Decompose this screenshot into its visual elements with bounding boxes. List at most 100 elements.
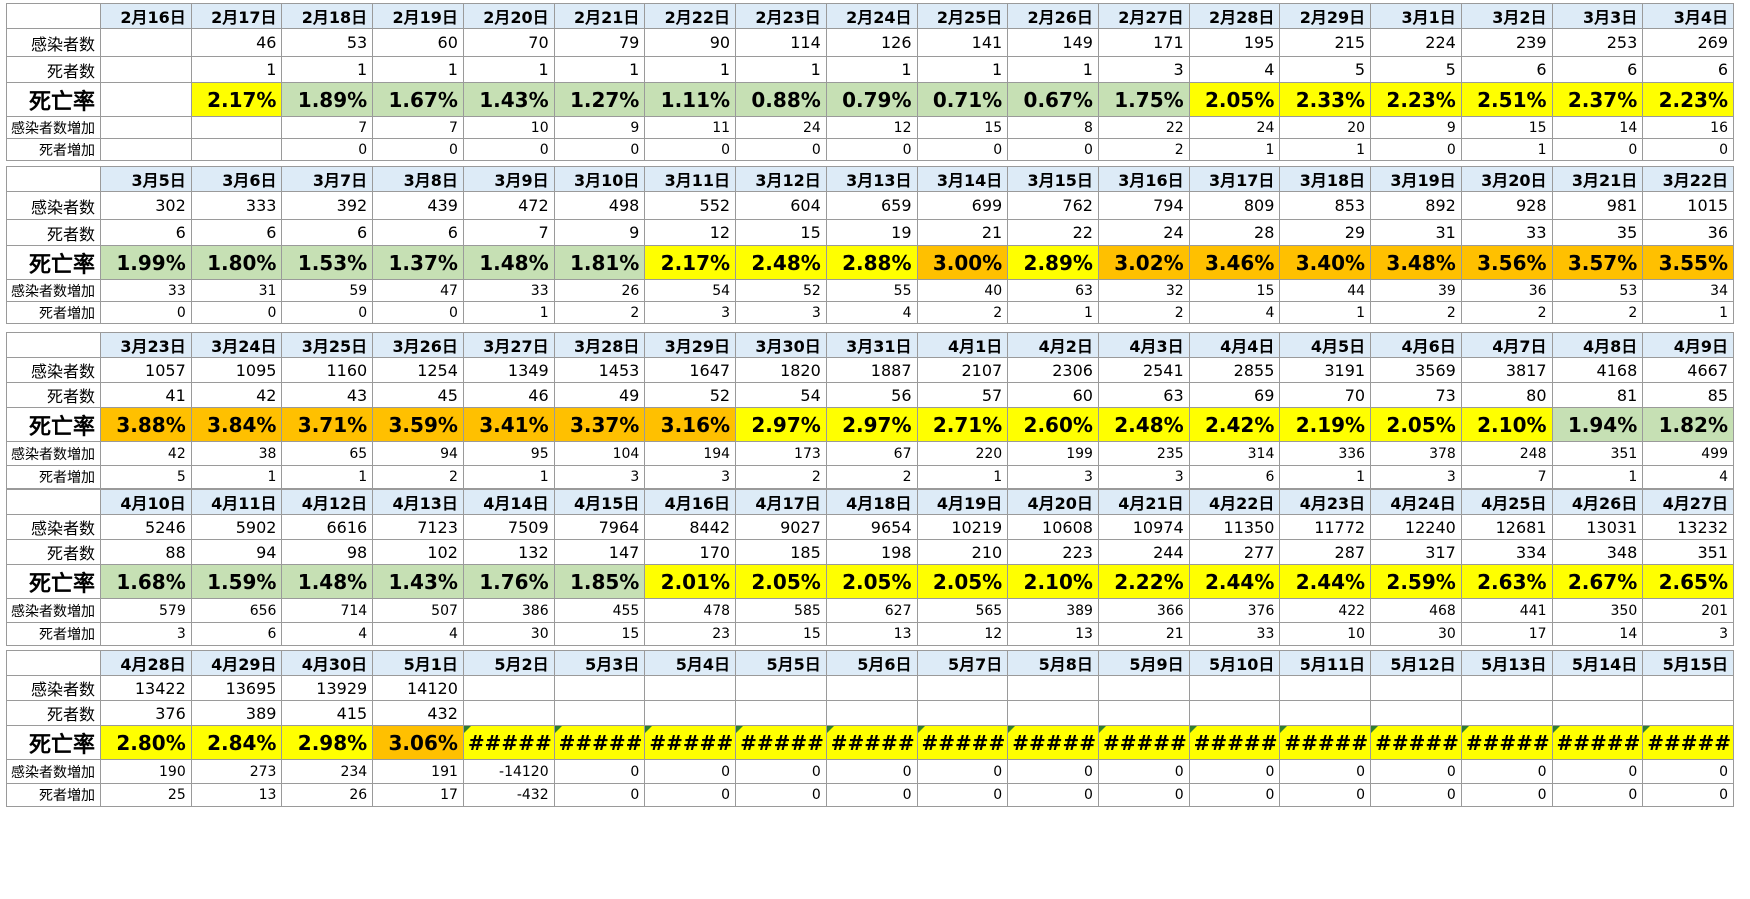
deaths-inc-cell[interactable]: 25 bbox=[100, 783, 192, 807]
deaths-cell[interactable]: 1 bbox=[1007, 56, 1099, 83]
cases-cell[interactable] bbox=[1279, 675, 1372, 701]
date-header-cell[interactable]: 4月22日 bbox=[1188, 489, 1281, 515]
cases-inc-cell[interactable]: 0 bbox=[1370, 759, 1462, 784]
cases-inc-cell[interactable]: 95 bbox=[462, 441, 555, 466]
rate-cell[interactable]: ##### bbox=[1097, 725, 1190, 760]
deaths-cell[interactable] bbox=[462, 700, 555, 726]
row-label-cases-inc[interactable]: 感染者数増加 bbox=[5, 441, 102, 466]
rate-cell[interactable]: 1.48% bbox=[281, 564, 374, 599]
cases-inc-cell[interactable]: 44 bbox=[1279, 279, 1372, 302]
date-header-cell[interactable]: 3月26日 bbox=[372, 332, 464, 358]
deaths-inc-cell[interactable]: 3 bbox=[1370, 465, 1462, 489]
cases-cell[interactable] bbox=[825, 675, 918, 701]
deaths-cell[interactable]: 223 bbox=[1007, 539, 1099, 565]
cases-cell[interactable]: 3817 bbox=[1460, 357, 1553, 383]
deaths-inc-cell[interactable]: 13 bbox=[1007, 622, 1099, 646]
deaths-cell[interactable] bbox=[1551, 700, 1644, 726]
rate-cell[interactable]: 2.97% bbox=[735, 407, 827, 442]
rate-cell[interactable]: 3.02% bbox=[1097, 245, 1190, 280]
date-header-cell[interactable]: 4月5日 bbox=[1279, 332, 1372, 358]
deaths-inc-cell[interactable]: 0 bbox=[644, 783, 737, 807]
date-header-cell[interactable]: 3月31日 bbox=[825, 332, 918, 358]
date-header-cell[interactable]: 4月12日 bbox=[281, 489, 374, 515]
cases-inc-cell[interactable]: 14 bbox=[1551, 116, 1644, 139]
date-header-cell[interactable]: 5月2日 bbox=[462, 650, 555, 676]
cases-cell[interactable]: 2855 bbox=[1188, 357, 1281, 383]
cases-inc-cell[interactable]: 478 bbox=[644, 598, 737, 623]
cases-inc-cell[interactable]: 94 bbox=[372, 441, 464, 466]
rate-cell[interactable]: 3.57% bbox=[1551, 245, 1644, 280]
rate-cell[interactable]: ##### bbox=[1007, 725, 1099, 760]
cases-inc-cell[interactable]: 468 bbox=[1370, 598, 1462, 623]
date-header-cell[interactable]: 3月9日 bbox=[462, 166, 555, 192]
cases-cell[interactable]: 239 bbox=[1460, 28, 1553, 57]
rate-cell[interactable]: 2.48% bbox=[735, 245, 827, 280]
cases-cell[interactable]: 141 bbox=[916, 28, 1009, 57]
row-label-cases-inc[interactable]: 感染者数増加 bbox=[5, 759, 102, 784]
rate-cell[interactable]: 2.48% bbox=[1097, 407, 1190, 442]
date-header-cell[interactable]: 3月12日 bbox=[735, 166, 827, 192]
rate-cell[interactable]: 3.37% bbox=[553, 407, 646, 442]
row-label-deaths-inc[interactable]: 死者増加 bbox=[5, 301, 102, 324]
date-header-cell[interactable]: 3月22日 bbox=[1642, 166, 1734, 192]
rate-cell[interactable]: 2.33% bbox=[1279, 82, 1372, 117]
cases-cell[interactable]: 70 bbox=[462, 28, 555, 57]
rate-cell[interactable]: 1.68% bbox=[100, 564, 192, 599]
date-header-cell[interactable]: 2月19日 bbox=[372, 3, 464, 29]
deaths-inc-cell[interactable]: 1 bbox=[1007, 301, 1099, 324]
deaths-cell[interactable]: 57 bbox=[916, 382, 1009, 408]
cases-inc-cell[interactable]: 422 bbox=[1279, 598, 1372, 623]
cases-cell[interactable]: 13232 bbox=[1642, 514, 1734, 540]
deaths-cell[interactable] bbox=[1007, 700, 1099, 726]
date-header-cell[interactable]: 5月12日 bbox=[1370, 650, 1462, 676]
date-header-cell[interactable]: 3月4日 bbox=[1642, 3, 1734, 29]
date-header-cell[interactable]: 4月16日 bbox=[644, 489, 737, 515]
cases-cell[interactable]: 46 bbox=[190, 28, 283, 57]
cases-cell[interactable]: 498 bbox=[553, 191, 646, 220]
date-header-cell[interactable]: 5月5日 bbox=[735, 650, 827, 676]
cases-cell[interactable] bbox=[1007, 675, 1099, 701]
rate-cell[interactable]: 3.06% bbox=[372, 725, 464, 760]
cases-cell[interactable]: 302 bbox=[100, 191, 192, 220]
row-label-cases-inc[interactable]: 感染者数増加 bbox=[5, 116, 102, 139]
date-header-cell[interactable]: 5月7日 bbox=[916, 650, 1009, 676]
rate-cell[interactable]: 2.17% bbox=[190, 82, 283, 117]
cases-inc-cell[interactable]: 220 bbox=[916, 441, 1009, 466]
deaths-cell[interactable]: 52 bbox=[644, 382, 737, 408]
deaths-cell[interactable]: 277 bbox=[1188, 539, 1281, 565]
rate-cell[interactable]: 2.01% bbox=[644, 564, 737, 599]
cases-cell[interactable]: 4168 bbox=[1551, 357, 1644, 383]
date-header-cell[interactable]: 4月23日 bbox=[1279, 489, 1372, 515]
rate-cell[interactable]: 2.63% bbox=[1460, 564, 1553, 599]
cases-inc-cell[interactable]: 234 bbox=[281, 759, 374, 784]
deaths-inc-cell[interactable]: 13 bbox=[190, 783, 283, 807]
rate-cell[interactable]: 0.79% bbox=[825, 82, 918, 117]
rate-cell[interactable]: 2.23% bbox=[1370, 82, 1462, 117]
deaths-cell[interactable]: 42 bbox=[190, 382, 283, 408]
deaths-inc-cell[interactable]: 23 bbox=[644, 622, 737, 646]
date-header-cell[interactable]: 4月1日 bbox=[916, 332, 1009, 358]
row-label-cases[interactable]: 感染者数 bbox=[5, 357, 102, 383]
deaths-cell[interactable]: 49 bbox=[553, 382, 646, 408]
deaths-cell[interactable]: 317 bbox=[1370, 539, 1462, 565]
deaths-inc-cell[interactable]: 3 bbox=[1097, 465, 1190, 489]
cases-cell[interactable]: 12681 bbox=[1460, 514, 1553, 540]
deaths-inc-cell[interactable]: 2 bbox=[735, 465, 827, 489]
rate-cell[interactable]: 1.11% bbox=[644, 82, 737, 117]
rate-cell[interactable]: 2.10% bbox=[1007, 564, 1099, 599]
cases-cell[interactable]: 1057 bbox=[100, 357, 192, 383]
cases-cell[interactable] bbox=[1551, 675, 1644, 701]
deaths-cell[interactable]: 198 bbox=[825, 539, 918, 565]
deaths-cell[interactable]: 22 bbox=[1007, 219, 1099, 246]
deaths-inc-cell[interactable]: 1 bbox=[281, 465, 374, 489]
deaths-inc-cell[interactable]: 0 bbox=[1642, 783, 1734, 807]
date-header-cell[interactable]: 5月1日 bbox=[372, 650, 464, 676]
deaths-cell[interactable]: 6 bbox=[281, 219, 374, 246]
cases-inc-cell[interactable]: 67 bbox=[825, 441, 918, 466]
rate-cell[interactable]: 2.05% bbox=[1188, 82, 1281, 117]
deaths-cell[interactable]: 3 bbox=[1097, 56, 1190, 83]
date-header-cell[interactable]: 4月7日 bbox=[1460, 332, 1553, 358]
deaths-cell[interactable]: 351 bbox=[1642, 539, 1734, 565]
cases-cell[interactable]: 7123 bbox=[372, 514, 464, 540]
cases-cell[interactable]: 1095 bbox=[190, 357, 283, 383]
